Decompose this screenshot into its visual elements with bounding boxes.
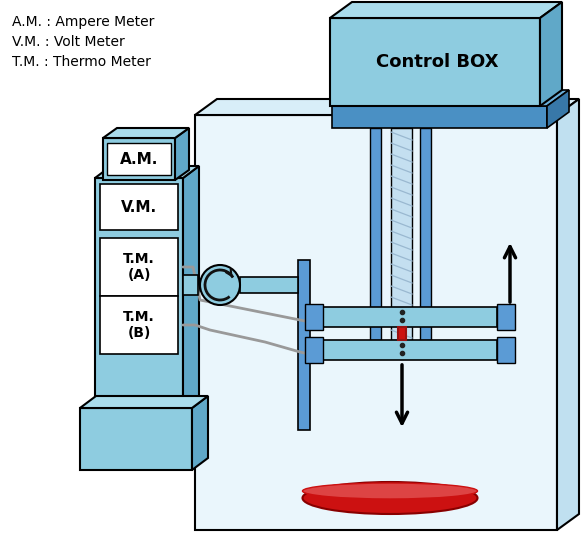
Bar [195, 115, 557, 530]
Bar [100, 184, 178, 230]
Bar [103, 138, 175, 180]
Bar [332, 106, 547, 128]
Polygon shape [175, 128, 189, 180]
Circle shape [200, 265, 240, 305]
Polygon shape [547, 90, 569, 128]
Bar [298, 260, 310, 430]
Bar [497, 337, 515, 363]
Text: V.M.: V.M. [121, 199, 157, 215]
Bar [80, 408, 192, 470]
Text: T.M.
(A): T.M. (A) [123, 252, 155, 282]
Ellipse shape [303, 483, 477, 499]
Bar [391, 128, 412, 340]
Text: T.M. : Thermo Meter: T.M. : Thermo Meter [12, 55, 151, 69]
Ellipse shape [303, 482, 477, 514]
Polygon shape [103, 128, 189, 138]
Bar [322, 340, 497, 360]
Polygon shape [332, 90, 569, 106]
Polygon shape [557, 99, 579, 530]
Bar [95, 178, 183, 430]
Bar [398, 327, 406, 340]
Bar [322, 307, 497, 327]
Bar [370, 128, 381, 340]
Text: V.M. : Volt Meter: V.M. : Volt Meter [12, 35, 125, 49]
Bar [100, 296, 178, 354]
Polygon shape [95, 166, 199, 178]
Text: Control BOX: Control BOX [376, 53, 498, 71]
Bar [305, 337, 323, 363]
Text: A.M.: A.M. [120, 152, 158, 167]
Polygon shape [195, 99, 579, 115]
Text: T.M.
(B): T.M. (B) [123, 310, 155, 340]
Polygon shape [330, 2, 562, 18]
Bar [497, 304, 515, 330]
Text: A.M. : Ampere Meter: A.M. : Ampere Meter [12, 15, 154, 29]
Polygon shape [192, 396, 208, 470]
Bar [100, 238, 178, 296]
Bar [183, 275, 198, 295]
Polygon shape [183, 166, 199, 430]
Polygon shape [80, 396, 208, 408]
Bar [305, 304, 323, 330]
Bar [107, 143, 171, 175]
Polygon shape [540, 2, 562, 106]
Bar [330, 18, 540, 106]
Bar [420, 128, 431, 340]
Bar [240, 277, 298, 293]
